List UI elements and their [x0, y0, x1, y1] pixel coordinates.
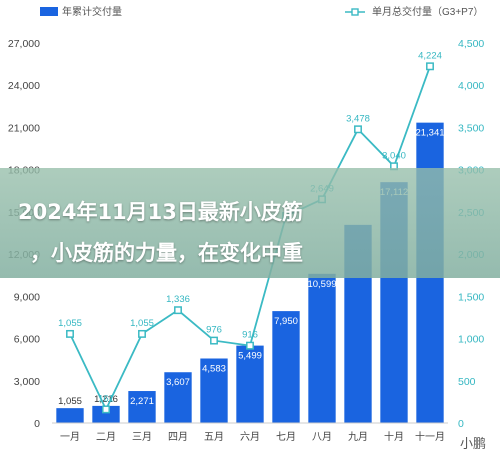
right-tick-label: 4,500: [458, 38, 484, 50]
bar-value-label: 5,499: [238, 351, 262, 362]
left-tick-label: 27,000: [8, 38, 40, 50]
line-value-label: 976: [206, 325, 222, 336]
category-label: 二月: [96, 431, 116, 443]
watermark: 小鹏: [459, 437, 486, 452]
right-tick-label: 500: [458, 376, 476, 388]
bar-value-label: 21,341: [415, 128, 444, 139]
category-label: 四月: [168, 431, 188, 443]
legend-marker-line: [351, 8, 359, 16]
line-value-label: 1,055: [130, 318, 154, 329]
line-point: [246, 341, 254, 350]
left-tick-label: 6,000: [14, 334, 40, 346]
bar-value-label: 10,599: [307, 279, 336, 290]
line-value-label: 1,055: [58, 318, 82, 329]
chart-legend: 年累计交付量 单月总交付量（G3+P7）: [40, 5, 483, 18]
category-label: 十一月: [415, 430, 445, 443]
bar: [56, 408, 84, 423]
category-label: 五月: [204, 431, 224, 443]
line-point: [138, 329, 146, 338]
line-value-label: 1,336: [166, 294, 190, 305]
left-tick-label: 21,000: [8, 122, 40, 134]
line-value-label: 161: [98, 393, 114, 404]
line-series: 1,0551611,0551,3369769162,6493,4783,0404…: [58, 50, 442, 414]
legend-swatch-bar: [40, 7, 58, 16]
bar: [236, 345, 264, 423]
category-label: 九月: [348, 431, 368, 443]
bar: [272, 311, 300, 423]
line-point: [210, 336, 218, 345]
line-value-label: 4,224: [418, 50, 442, 61]
right-tick-label: 3,500: [458, 122, 484, 134]
title-banner: [0, 168, 500, 278]
left-tick-label: 9,000: [14, 291, 40, 303]
line-point: [174, 306, 182, 315]
left-tick-label: 3,000: [14, 376, 40, 388]
category-label: 三月: [132, 431, 152, 443]
bar-value-label: 4,583: [202, 363, 226, 374]
bar-value-label: 2,271: [130, 396, 154, 407]
bar-value-label: 3,607: [166, 377, 190, 388]
bar: [308, 273, 336, 423]
bar-value-label: 1,055: [58, 396, 82, 407]
legend-label-line: 单月总交付量（G3+P7）: [372, 5, 483, 18]
bar: [128, 391, 156, 423]
bar-value-label: 1,216: [94, 394, 118, 405]
bar: [164, 372, 192, 423]
category-label: 六月: [240, 431, 260, 443]
line-point: [426, 62, 434, 71]
right-tick-label: 0: [458, 418, 464, 430]
category-label: 八月: [312, 431, 332, 443]
line-point: [354, 125, 362, 134]
right-tick-label: 4,000: [458, 80, 484, 92]
banner-title-line-2: ，小皮筋的力量，在变化中重: [30, 241, 303, 265]
right-tick-label: 1,000: [458, 334, 484, 346]
line-value-label: 3,478: [346, 113, 370, 124]
line-point: [66, 329, 74, 338]
banner-title-line-1: 2024年11月13日最新小皮筋: [18, 200, 303, 224]
category-label: 十月: [384, 430, 404, 443]
bar: [200, 358, 228, 423]
left-tick-label: 24,000: [8, 80, 40, 92]
bar-value-label: 7,950: [274, 316, 298, 327]
right-tick-label: 1,500: [458, 291, 484, 303]
line-point: [102, 405, 110, 414]
category-label: 一月: [60, 431, 80, 443]
category-label: 七月: [276, 431, 296, 443]
line-value-label: 916: [242, 330, 258, 341]
bar: [92, 405, 120, 423]
legend-label-bar: 年累计交付量: [62, 5, 122, 18]
left-tick-label: 0: [34, 418, 40, 430]
line-value-label: 3,040: [382, 150, 406, 161]
category-axis: 一月 二月 三月 四月 五月 六月 七月 八月 九月 十月 十一月: [52, 422, 448, 443]
